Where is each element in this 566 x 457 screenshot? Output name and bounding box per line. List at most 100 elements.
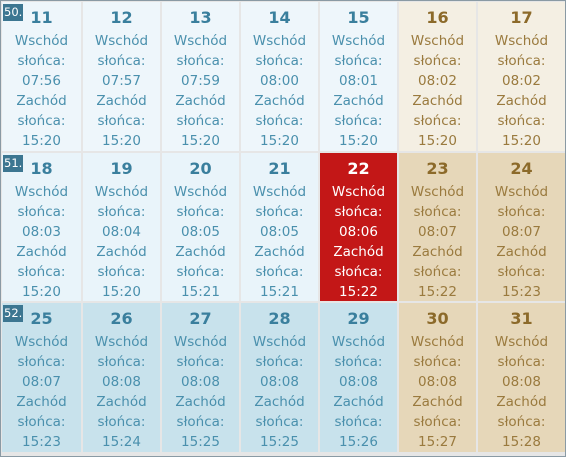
day-number: 21: [268, 159, 291, 178]
sunrise-time: 08:02: [502, 73, 541, 89]
sunset-label: Zachód: [175, 244, 226, 260]
sunrise-label: Wschód: [14, 33, 69, 49]
day-cell[interactable]: 11 Wschód słońca: 07:56 Zachód słońca: 15:20: [2, 2, 81, 151]
sunset-time: 15:22: [339, 284, 378, 300]
day-cell[interactable]: 13 Wschód słońca: 07:59 Zachód słońca: 15:20: [162, 2, 239, 151]
day-number: 28: [268, 309, 291, 328]
day-number: 29: [347, 309, 370, 328]
sun-word: słońca:: [17, 113, 66, 129]
day-cell-today[interactable]: 22 Wschód słońca: 08:06 Zachód słońca: 15:22: [320, 153, 397, 301]
sunset-label: Zachód: [333, 244, 384, 260]
day-cell[interactable]: 18 Wschód słońca: 08:03 Zachód słońca: 15:20: [2, 153, 81, 301]
sunrise-time: 08:08: [181, 374, 220, 390]
sunset-label: Zachód: [254, 93, 305, 109]
sunrise-time: 08:06: [339, 224, 378, 240]
day-number: 22: [347, 159, 370, 178]
sunrise-time: 08:05: [181, 224, 220, 240]
sun-word: słońca:: [97, 204, 146, 220]
day-cell[interactable]: 26 Wschód słońca: 08:08 Zachód słońca: 15:24: [83, 303, 160, 452]
sun-word: słońca:: [497, 53, 546, 69]
sun-word: słońca:: [97, 113, 146, 129]
day-cell[interactable]: 20 Wschód słońca: 08:05 Zachód słońca: 15:21: [162, 153, 239, 301]
day-cell[interactable]: 25 Wschód słońca: 08:07 Zachód słońca: 15:23: [2, 303, 81, 452]
sunset-time: 15:20: [418, 133, 457, 149]
sunrise-label: Wschód: [14, 334, 69, 350]
sunset-time: 15:20: [181, 133, 220, 149]
sunrise-time: 08:08: [102, 374, 141, 390]
sun-word: słońca:: [413, 354, 462, 370]
sun-word: słońca:: [176, 264, 225, 280]
day-cell[interactable]: 27 Wschód słońca: 08:08 Zachód słońca: 15:25: [162, 303, 239, 452]
sun-word: słońca:: [334, 53, 383, 69]
sunset-label: Zachód: [412, 93, 463, 109]
day-cell[interactable]: 12 Wschód słońca: 07:57 Zachód słońca: 15:20: [83, 2, 160, 151]
sunrise-time: 08:07: [418, 224, 457, 240]
sunset-label: Zachód: [175, 93, 226, 109]
week-number: 52.: [3, 305, 23, 322]
sun-word: słońca:: [255, 414, 304, 430]
sunset-label: Zachód: [96, 93, 147, 109]
sunrise-label: Wschód: [331, 184, 386, 200]
day-cell[interactable]: 29 Wschód słońca: 08:08 Zachód słońca: 15:26: [320, 303, 397, 452]
day-number: 30: [426, 309, 449, 328]
sunrise-time: 08:02: [418, 73, 457, 89]
day-number: 12: [110, 8, 133, 27]
sun-word: słońca:: [97, 354, 146, 370]
sunset-time: 15:23: [22, 434, 61, 450]
sunrise-time: 08:00: [260, 73, 299, 89]
sunrise-time: 08:08: [502, 374, 541, 390]
sun-word: słońca:: [413, 264, 462, 280]
sunset-time: 15:20: [22, 284, 61, 300]
sun-word: słońca:: [255, 264, 304, 280]
sun-word: słońca:: [97, 414, 146, 430]
day-cell[interactable]: 14 Wschód słońca: 08:00 Zachód słońca: 15:20: [241, 2, 318, 151]
sunset-label: Zachód: [254, 244, 305, 260]
day-cell[interactable]: 15 Wschód słońca: 08:01 Zachód słońca: 15:20: [320, 2, 397, 151]
sunrise-time: 08:03: [22, 224, 61, 240]
sunset-time: 15:22: [418, 284, 457, 300]
sun-word: słońca:: [255, 113, 304, 129]
sunrise-label: Wschód: [410, 334, 465, 350]
sun-word: słońca:: [176, 113, 225, 129]
sunrise-time: 07:56: [22, 73, 61, 89]
sunset-time: 15:25: [260, 434, 299, 450]
day-cell[interactable]: 16 Wschód słońca: 08:02 Zachód słońca: 15:20: [399, 2, 476, 151]
sunrise-label: Wschód: [173, 334, 228, 350]
day-cell[interactable]: 19 Wschód słońca: 08:04 Zachód słońca: 15:20: [83, 153, 160, 301]
sunset-time: 15:20: [102, 133, 141, 149]
sunset-label: Zachód: [333, 93, 384, 109]
sunrise-label: Wschód: [410, 33, 465, 49]
sunrise-label: Wschód: [173, 33, 228, 49]
sun-word: słońca:: [334, 204, 383, 220]
sunrise-label: Wschód: [14, 184, 69, 200]
day-number: 19: [110, 159, 133, 178]
day-cell[interactable]: 31 Wschód słońca: 08:08 Zachód słońca: 15:28: [478, 303, 565, 452]
sun-word: słońca:: [255, 354, 304, 370]
sun-word: słońca:: [176, 354, 225, 370]
sunrise-time: 08:08: [260, 374, 299, 390]
sunrise-label: Wschód: [173, 184, 228, 200]
sunrise-label: Wschód: [252, 184, 307, 200]
sunrise-label: Wschód: [252, 334, 307, 350]
day-cell[interactable]: 23 Wschód słońca: 08:07 Zachód słońca: 15:22: [399, 153, 476, 301]
sun-word: słońca:: [17, 414, 66, 430]
day-number: 16: [426, 8, 449, 27]
sunrise-label: Wschód: [94, 334, 149, 350]
sunrise-label: Wschód: [410, 184, 465, 200]
sunset-time: 15:20: [102, 284, 141, 300]
day-cell[interactable]: 17 Wschód słońca: 08:02 Zachód słońca: 15:20: [478, 2, 565, 151]
day-number: 26: [110, 309, 133, 328]
sun-word: słońca:: [497, 204, 546, 220]
sunrise-label: Wschód: [252, 33, 307, 49]
day-cell[interactable]: 28 Wschód słońca: 08:08 Zachód słońca: 15:25: [241, 303, 318, 452]
day-number: 25: [30, 309, 53, 328]
sunrise-time: 08:08: [339, 374, 378, 390]
day-cell[interactable]: 21 Wschód słońca: 08:05 Zachód słońca: 15:21: [241, 153, 318, 301]
sunset-time: 15:27: [418, 434, 457, 450]
sunrise-label: Wschód: [494, 33, 549, 49]
week-number: 50.: [3, 4, 23, 21]
day-cell[interactable]: 30 Wschód słońca: 08:08 Zachód słońca: 15:27: [399, 303, 476, 452]
sun-word: słońca:: [334, 264, 383, 280]
sun-word: słońca:: [497, 113, 546, 129]
day-cell[interactable]: 24 Wschód słońca: 08:07 Zachód słońca: 15:23: [478, 153, 565, 301]
